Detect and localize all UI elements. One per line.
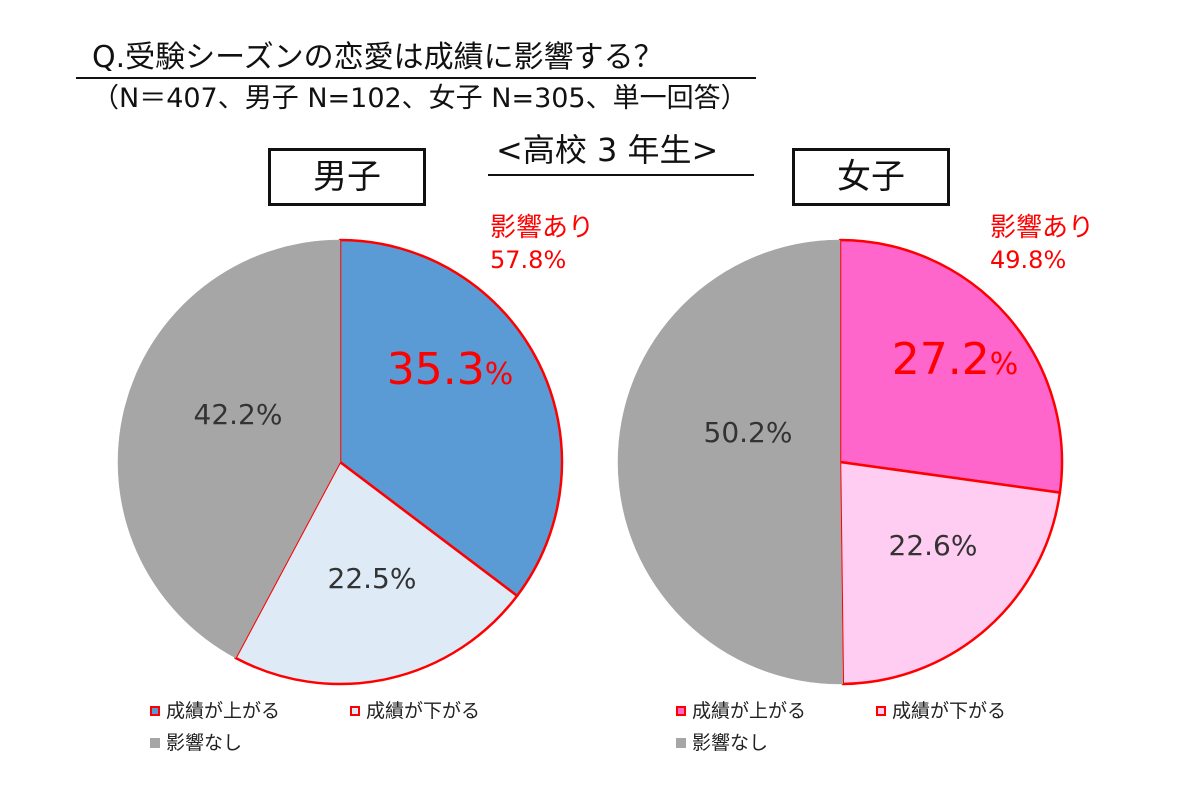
legend-label-down: 成績が下がる xyxy=(366,700,481,722)
male-slice-none xyxy=(117,239,341,659)
legend-swatch-none xyxy=(676,738,686,748)
chart-subtitle: （N＝407、男子 N=102、女子 N=305、単一回答） xyxy=(92,83,748,114)
male-slice-up-label: 35.3% xyxy=(387,344,513,395)
female-group-label: 女子 xyxy=(792,148,950,206)
legend-label-down: 成績が下がる xyxy=(892,700,1007,722)
legend-swatch-up xyxy=(150,706,160,716)
male-influence-label: 影響あり xyxy=(490,213,595,243)
legend-label-up: 成績が上がる xyxy=(166,700,281,722)
legend-item-up: 成績が上がる xyxy=(676,697,806,725)
male-group-label: 男子 xyxy=(268,148,426,206)
legend-swatch-down xyxy=(876,706,886,716)
female-slice-up xyxy=(838,238,1064,494)
male-influence-value: 57.8% xyxy=(490,246,567,274)
male-slice-down-label: 22.5% xyxy=(328,562,417,595)
female-slice-down-label: 22.6% xyxy=(889,529,978,562)
male-influence-callout: 影響あり 57.8% xyxy=(490,212,594,276)
male-slice-down xyxy=(234,460,519,686)
legend-label-none: 影響なし xyxy=(166,732,243,754)
grade-label: <高校 3 年生> xyxy=(496,131,719,169)
legend-item-none: 影響なし xyxy=(150,729,242,757)
female-influence-label: 影響あり xyxy=(990,213,1095,243)
legend-swatch-down xyxy=(350,706,360,716)
female-influence-callout: 影響あり 49.8% xyxy=(990,212,1094,276)
female-slice-up-label: 27.2% xyxy=(892,334,1018,385)
legend-label-up: 成績が上がる xyxy=(692,700,807,722)
female-slice-none-label: 50.2% xyxy=(704,416,793,449)
legend-item-down: 成績が下がる xyxy=(876,697,1006,725)
legend-label-none: 影響なし xyxy=(692,732,769,754)
female-slice-none xyxy=(617,239,844,685)
female-influence-value: 49.8% xyxy=(990,246,1067,274)
legend-item-down: 成績が下がる xyxy=(350,697,480,725)
female-slice-down xyxy=(838,460,1062,686)
male-slice-up xyxy=(338,238,564,598)
legend-item-none: 影響なし xyxy=(676,729,768,757)
title-underline xyxy=(76,77,756,79)
legend-swatch-up xyxy=(676,706,686,716)
legend-item-up: 成績が上がる xyxy=(150,697,280,725)
grade-underline xyxy=(488,174,754,176)
legend-swatch-none xyxy=(150,738,160,748)
chart-title: Q.受験シーズンの恋愛は成績に影響する？ xyxy=(92,40,664,75)
male-slice-none-label: 42.2% xyxy=(194,398,283,431)
